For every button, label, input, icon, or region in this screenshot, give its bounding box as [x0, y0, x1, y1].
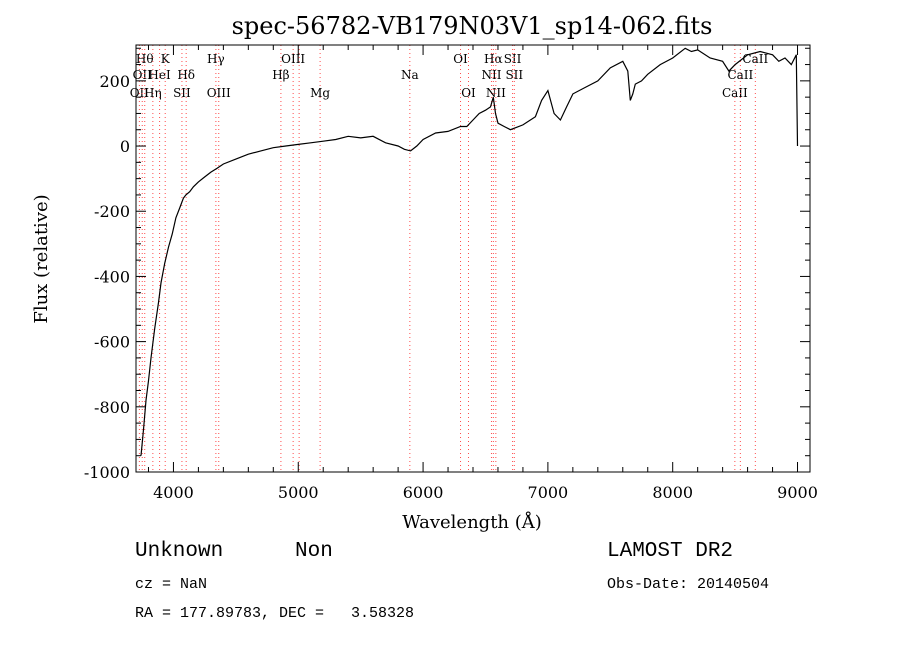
x-axis-label: Wavelength (Å)	[402, 511, 542, 533]
emission-line-label: CaII	[722, 86, 748, 100]
y-tick-label: -400	[94, 267, 130, 286]
y-tick-label: 0	[120, 137, 130, 156]
coordinates: RA = 177.89783, DEC = 3.58328	[135, 605, 415, 622]
chart-title: spec-56782-VB179N03V1_sp14-062.fits	[232, 12, 713, 40]
emission-line-label: HeI	[148, 68, 171, 82]
emission-line-label: CaII	[742, 52, 768, 66]
emission-line-label: OII	[133, 68, 153, 82]
emission-line-label: OI	[461, 86, 476, 100]
y-tick-label: -600	[94, 333, 130, 352]
emission-line-label: NII	[486, 86, 506, 100]
emission-line-label: OIII	[281, 52, 305, 66]
x-tick-label: 8000	[652, 483, 693, 502]
y-tick-label: -200	[94, 202, 130, 221]
y-axis-label: Flux (relative)	[31, 194, 52, 323]
emission-line-label: Mg	[310, 86, 330, 100]
emission-line-label: SII	[505, 68, 523, 82]
y-tick-label: -1000	[84, 463, 130, 482]
emission-line-label: SII	[173, 86, 191, 100]
spectrum-series-line	[140, 47, 799, 456]
x-tick-label: 6000	[403, 483, 444, 502]
emission-line-label: OI	[453, 52, 468, 66]
emission-line-label: SII	[504, 52, 522, 66]
survey-name: LAMOST DR2	[607, 540, 734, 563]
emission-line-label: NII	[481, 68, 501, 82]
x-tick-label: 9000	[777, 483, 818, 502]
x-tick-label: 4000	[153, 483, 194, 502]
emission-line-label: CaII	[727, 68, 753, 82]
observation-date: Obs-Date: 20140504	[607, 576, 770, 593]
emission-line-label: Hγ	[207, 52, 225, 66]
emission-line-label: OIII	[207, 86, 231, 100]
emission-line-label: K	[161, 52, 171, 66]
emission-line-label: Hη	[144, 86, 162, 100]
x-tick-label: 5000	[278, 483, 319, 502]
emission-line-label: Na	[401, 68, 419, 82]
axis-ticks: 4000 5000 6000 7000 8000 9000 -1000 -800 -600 -40…	[84, 45, 818, 502]
x-tick-label: 7000	[528, 483, 569, 502]
emission-line-label: Hδ	[177, 68, 195, 82]
y-tick-label: 200	[99, 72, 130, 91]
object-subclass: Non	[295, 540, 333, 563]
redshift-cz: cz = NaN	[135, 576, 208, 593]
plot-frame	[135, 44, 811, 473]
emission-line-label: Hθ	[136, 52, 154, 66]
emission-line-markers: OIIOIIHθHηHeIKSIIHδHγOIIIHβOIIIMgNaOIOIN…	[130, 45, 768, 472]
emission-line-label: Hβ	[272, 68, 289, 82]
object-class: Unknown	[135, 540, 224, 563]
y-tick-label: -800	[94, 398, 130, 417]
emission-line-label: Hα	[484, 52, 503, 66]
